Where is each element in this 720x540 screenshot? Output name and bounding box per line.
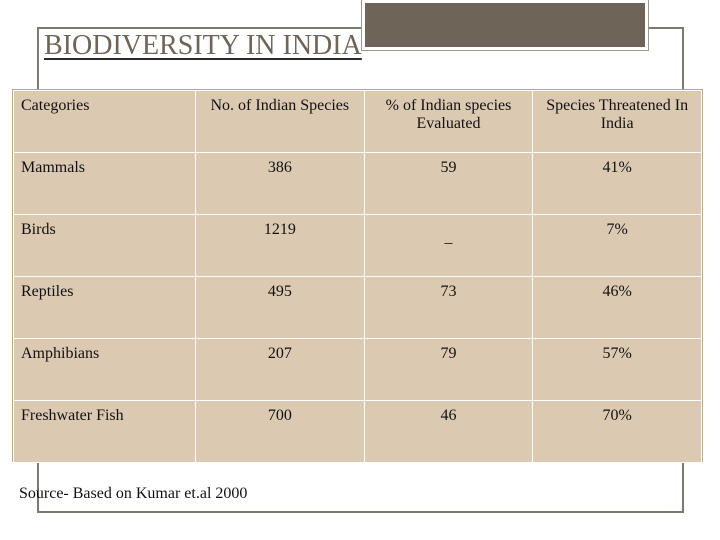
- cell-evaluated: _: [363, 214, 534, 277]
- cell-species: 1219: [195, 214, 365, 277]
- table-row: Birds 1219 _ 7%: [13, 214, 702, 277]
- cell-evaluated: 79: [363, 338, 534, 401]
- cell-category: Birds: [13, 214, 196, 277]
- biodiversity-table: Categories No. of Indian Species % of In…: [13, 90, 702, 463]
- cell-category: Freshwater Fish: [13, 400, 196, 463]
- cell-evaluated: 73: [363, 276, 534, 339]
- cell-species: 495: [195, 276, 365, 339]
- header-threatened: Species Threatened In India: [532, 90, 702, 153]
- cell-threatened: 7%: [532, 214, 702, 277]
- cell-species: 386: [195, 152, 365, 215]
- table-header-row: Categories No. of Indian Species % of In…: [13, 90, 702, 153]
- header-categories: Categories: [13, 90, 196, 153]
- biodiversity-table-container: Categories No. of Indian Species % of In…: [12, 89, 703, 463]
- cell-threatened: 57%: [532, 338, 702, 401]
- table-row: Mammals 386 59 41%: [13, 152, 702, 215]
- cell-evaluated: 46: [363, 400, 534, 463]
- cell-evaluated: 59: [363, 152, 534, 215]
- cell-species: 207: [195, 338, 365, 401]
- title-accent-box: [361, 0, 649, 51]
- cell-threatened: 46%: [532, 276, 702, 339]
- source-citation: Source- Based on Kumar et.al 2000: [19, 485, 248, 502]
- table-row: Freshwater Fish 700 46 70%: [13, 400, 702, 463]
- table-row: Reptiles 495 73 46%: [13, 276, 702, 339]
- slide-title: BIODIVERSITY IN INDIA: [44, 30, 362, 61]
- table-row: Amphibians 207 79 57%: [13, 338, 702, 401]
- cell-category: Mammals: [13, 152, 196, 215]
- cell-category: Reptiles: [13, 276, 196, 339]
- cell-species: 700: [195, 400, 365, 463]
- cell-threatened: 70%: [532, 400, 702, 463]
- cell-threatened: 41%: [532, 152, 702, 215]
- cell-category: Amphibians: [13, 338, 196, 401]
- header-species: No. of Indian Species: [195, 90, 365, 153]
- header-evaluated: % of Indian species Evaluated: [363, 90, 534, 153]
